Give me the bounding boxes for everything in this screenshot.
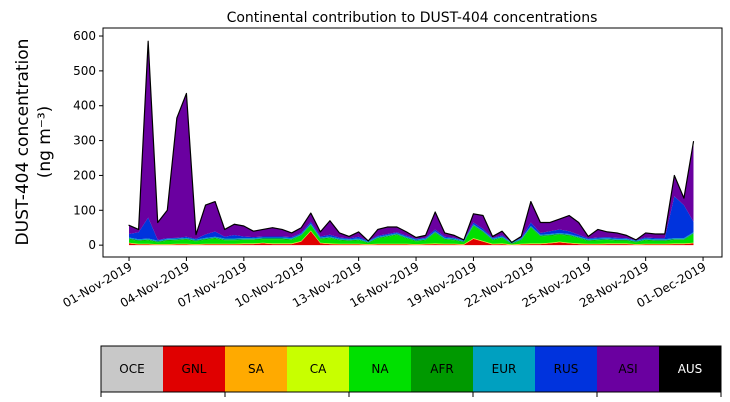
legend-label: OCE [119,362,144,376]
area [129,224,694,245]
legend-label: AUS [678,362,703,376]
area [128,40,695,243]
legend-label: SA [248,362,265,376]
legend-label: RUS [554,362,579,376]
y-tick-label: 100 [73,203,96,217]
y-tick-label: 300 [73,134,96,148]
legend-swatch [287,346,349,392]
legend-label: NA [371,362,389,376]
area [129,41,694,243]
y-tick-label: 200 [73,168,96,182]
legend-frame [100,345,722,393]
legend-label: EUR [492,362,517,376]
plot-frame [102,27,723,258]
area [129,223,694,244]
y-tick-label: 0 [88,238,96,252]
legend-swatch [163,346,225,392]
legend-swatch [101,346,163,392]
y-tick-label: 400 [73,99,96,113]
legend-label: CA [310,362,327,376]
y-axis-label: DUST-404 concentration [13,39,33,246]
area [129,196,694,243]
legend-swatch [597,346,659,392]
legend-swatch [473,346,535,392]
legend-swatch [659,346,721,392]
legend-swatch [411,346,473,392]
y-tick-label: 500 [73,64,96,78]
legend-label: AFR [430,362,453,376]
y-tick-label: 600 [73,29,96,43]
legend-swatch [225,346,287,392]
legend-label: GNL [182,362,207,376]
area [129,225,694,245]
legend-swatch [535,346,597,392]
legend-swatch [349,346,411,392]
legend-label: ASI [618,362,637,376]
y-axis-label: (ng m⁻³) [35,106,55,179]
chart-title: Continental contribution to DUST-404 con… [227,10,598,26]
